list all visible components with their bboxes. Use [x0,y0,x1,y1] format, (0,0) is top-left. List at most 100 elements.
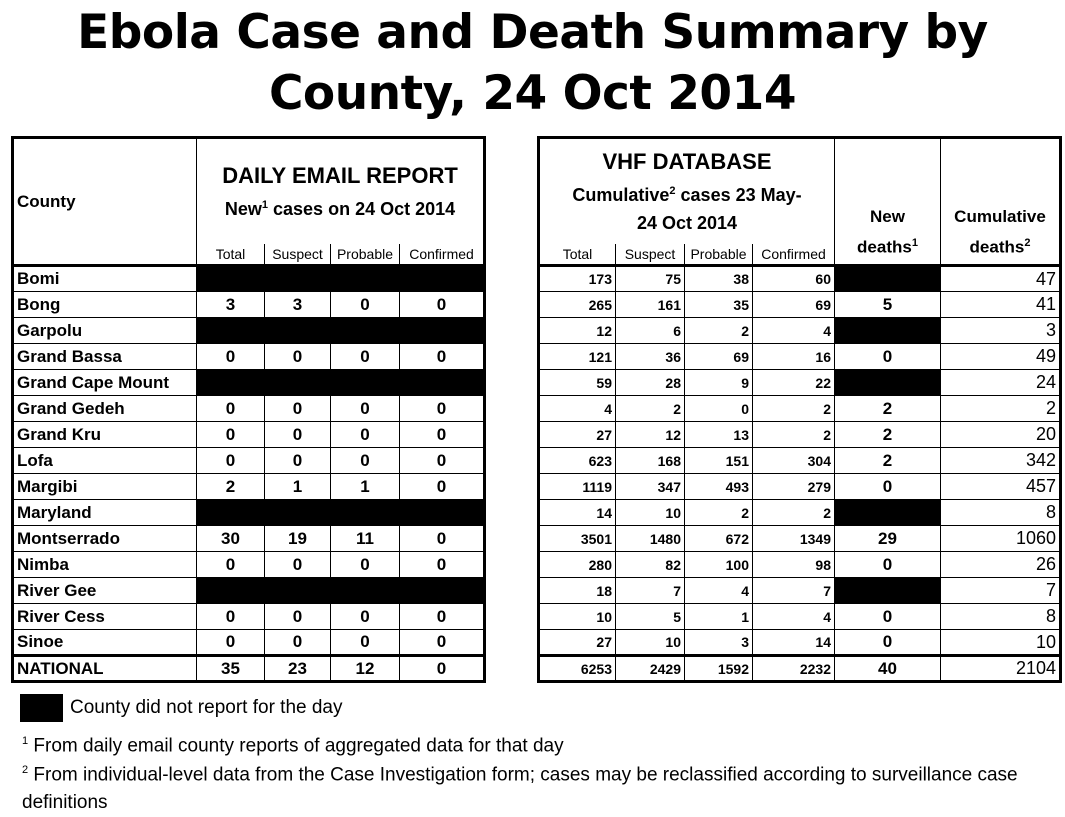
vhf-total-cell: 10 [538,603,616,630]
table-row: 623 168 151 304 2 342 [538,447,1061,474]
daily-suspect-cell: 1 [264,473,331,500]
vhf-suspect-cell: 28 [615,369,685,396]
new-deaths-cell: 0 [834,603,941,630]
col-probable-header: Probable [684,243,753,266]
vhf-probable-cell: 151 [684,447,753,474]
vhf-confirmed-cell: 4 [752,317,835,344]
vhf-probable-cell: 9 [684,369,753,396]
daily-total-cell: 0 [196,395,265,422]
cumulative-deaths-cell: 10 [940,629,1061,656]
county-name: River Gee [12,577,197,604]
daily-confirmed-cell: 0 [398,421,486,448]
footnote-1: 1 From daily email county reports of agg… [22,727,564,760]
col-confirmed-header: Confirmed [752,243,835,266]
daily-email-report-body: County DAILY EMAIL REPORT New1 cases on … [12,137,486,682]
daily-suspect-cell: 0 [264,629,331,656]
col-suspect-header: Suspect [615,243,685,266]
vhf-total-cell: 4 [538,395,616,422]
vhf-suspect-cell: 168 [615,447,685,474]
table-row: Margibi 2 1 1 0 [12,473,486,500]
cumulative-deaths-cell: 3 [940,317,1061,344]
table-row: 280 82 100 98 0 26 [538,551,1061,578]
vhf-suspect-cell: 10 [615,629,685,656]
vhf-database-title: VHF DATABASE [602,149,772,175]
no-report-legend-swatch [20,694,63,722]
county-name: Sinoe [12,629,197,656]
cumulative-deaths-cell: 2 [940,395,1061,422]
no-report-cell [195,577,486,604]
vhf-suspect-cell: 6 [615,317,685,344]
table-row: Nimba 0 0 0 0 [12,551,486,578]
new-deaths-cell: 0 [834,343,941,370]
vhf-confirmed-cell: 2 [752,421,835,448]
daily-confirmed-cell: 0 [398,447,486,474]
table-row: 27 10 3 14 0 10 [538,629,1061,656]
daily-suspect-cell: 23 [264,654,331,682]
vhf-total-cell: 6253 [538,654,616,682]
vhf-confirmed-cell: 60 [752,264,835,292]
footnote-2-mark: 2 [22,764,29,776]
county-name: Lofa [12,447,197,474]
daily-total-cell: 0 [196,447,265,474]
vhf-confirmed-cell: 1349 [752,525,835,552]
vhf-total-cell: 12 [538,317,616,344]
new-deaths-cell: 29 [834,525,941,552]
cumulative-deaths-cell: 41 [940,291,1061,318]
col-confirmed-header: Confirmed [398,243,486,266]
new-deaths-header-line2: deaths [857,238,912,257]
daily-total-cell: 0 [196,551,265,578]
vhf-database-header: VHF DATABASE Cumulative2 cases 23 May- 24… [538,137,835,244]
cumulative-deaths-cell: 342 [940,447,1061,474]
new-deaths-cell: 40 [834,654,941,682]
daily-suspect-cell: 0 [264,551,331,578]
vhf-total-cell: 18 [538,577,616,604]
daily-confirmed-cell: 0 [398,395,486,422]
table-row: Bong 3 3 0 0 [12,291,486,318]
vhf-total-cell: 3501 [538,525,616,552]
vhf-probable-cell: 4 [684,577,753,604]
subtitle-post: cases 23 May- [675,185,802,206]
table-row: 59 28 9 22 24 [538,369,1061,396]
cumulative-deaths-cell: 24 [940,369,1061,396]
vhf-total-cell: 27 [538,421,616,448]
table-row: 1119 347 493 279 0 457 [538,473,1061,500]
table-row: Sinoe 0 0 0 0 [12,629,486,656]
county-name: Grand Gedeh [12,395,197,422]
footnote-mark: 1 [911,237,918,250]
cumulative-deaths-header-line1: Cumulative [954,207,1046,227]
table-row: Garpolu [12,317,486,344]
no-report-cell [834,264,941,292]
vhf-probable-cell: 35 [684,291,753,318]
new-deaths-header-line1: New [870,207,905,227]
table-row: Lofa 0 0 0 0 [12,447,486,474]
vhf-total-cell: 59 [538,369,616,396]
daily-probable-cell: 0 [330,291,400,318]
new-deaths-header: New deaths1 [834,137,941,266]
daily-suspect-cell: 3 [264,291,331,318]
title-line-2: County, 24 Oct 2014 [268,66,797,121]
daily-total-cell: 30 [196,525,265,552]
table-row: Bomi [12,264,486,292]
vhf-total-cell: 173 [538,264,616,292]
daily-total-cell: 35 [196,654,265,682]
vhf-probable-cell: 3 [684,629,753,656]
daily-probable-cell: 0 [330,395,400,422]
daily-probable-cell: 0 [330,343,400,370]
daily-probable-cell: 12 [330,654,400,682]
footnote-2-text: From individual-level data from the Case… [22,764,1018,814]
cumulative-deaths-cell: 7 [940,577,1061,604]
table-row: 3501 1480 672 1349 29 1060 [538,525,1061,552]
no-report-cell [834,317,941,344]
vhf-probable-cell: 493 [684,473,753,500]
title-line-1: Ebola Case and Death Summary by [77,5,988,60]
county-name: Grand Bassa [12,343,197,370]
county-column-header: County [12,137,197,266]
vhf-confirmed-cell: 22 [752,369,835,396]
new-deaths-cell: 0 [834,551,941,578]
cumulative-deaths-cell: 457 [940,473,1061,500]
new-deaths-cell: 0 [834,473,941,500]
daily-probable-cell: 0 [330,603,400,630]
vhf-suspect-cell: 1480 [615,525,685,552]
daily-email-report-subtitle: New1 cases on 24 Oct 2014 [200,191,480,223]
daily-total-cell: 0 [196,603,265,630]
